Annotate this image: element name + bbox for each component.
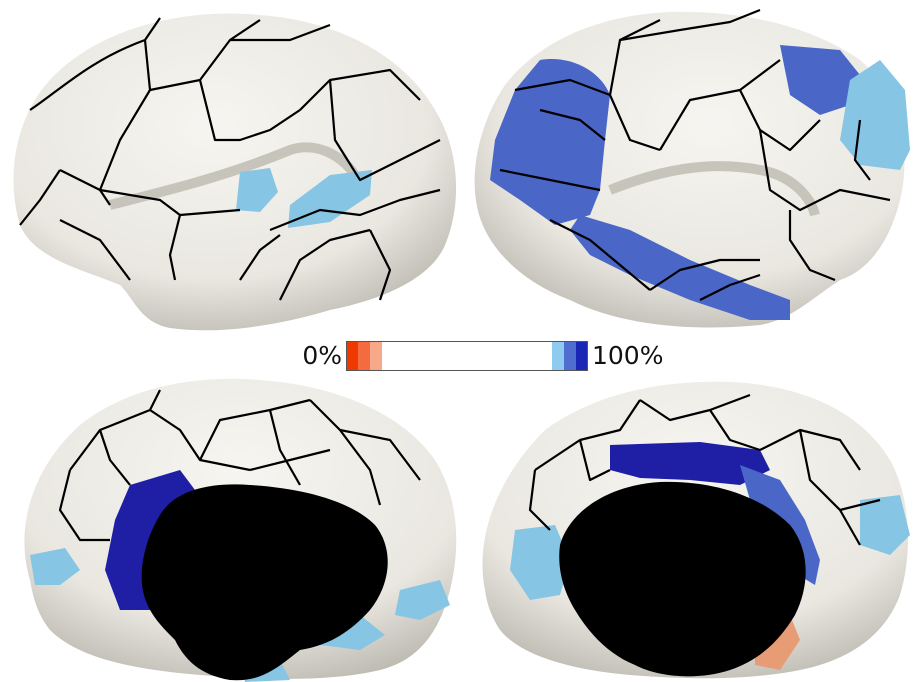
sylvian-fissure [608, 161, 820, 217]
overlay-region-light-blue-2 [860, 495, 910, 555]
colorbar-swatch-blue-dark [576, 341, 588, 371]
overlay-region-mid-blue-parietal [780, 45, 860, 115]
colorbar-swatch-orange-light [370, 341, 382, 371]
colorbar-swatch-orange-dark [346, 341, 358, 371]
colorbar-swatch-blue-light [552, 341, 564, 371]
colorbar-min-label: 0% [302, 341, 342, 370]
parcel-outlines [19, 17, 441, 301]
sylvian-fissure [108, 142, 365, 210]
right-lateral-view [474, 8, 910, 328]
overlay-region-dark-blue [610, 442, 770, 485]
overlay-region-light-blue-1 [510, 525, 570, 600]
overlay-region-mid-blue-temporal [570, 215, 790, 320]
colorbar-swatch-blue-mid [564, 341, 576, 371]
right-medial-view [482, 381, 910, 679]
parcel-outlines [528, 393, 881, 546]
medial-wall [141, 484, 388, 681]
overlay-region-light-blue-1 [30, 548, 80, 585]
colorbar-swatch-orange-mid [358, 341, 370, 371]
parcel-outlines [58, 389, 421, 542]
colorbar-swatch-neutral [382, 341, 552, 371]
colorbar: 0% 100% [290, 338, 670, 374]
left-medial-view [24, 378, 457, 682]
overlay-region-light-blue-2 [395, 580, 450, 620]
overlay-region-light-blue-1 [236, 168, 278, 212]
medial-wall [559, 481, 806, 677]
overlay-region-mid-blue-frontal [490, 59, 610, 225]
parcel-outlines [499, 8, 891, 301]
colorbar-frame [346, 341, 588, 371]
colorbar-gradient [346, 341, 588, 371]
colorbar-max-label: 100% [592, 341, 664, 370]
left-lateral-view [13, 13, 457, 331]
